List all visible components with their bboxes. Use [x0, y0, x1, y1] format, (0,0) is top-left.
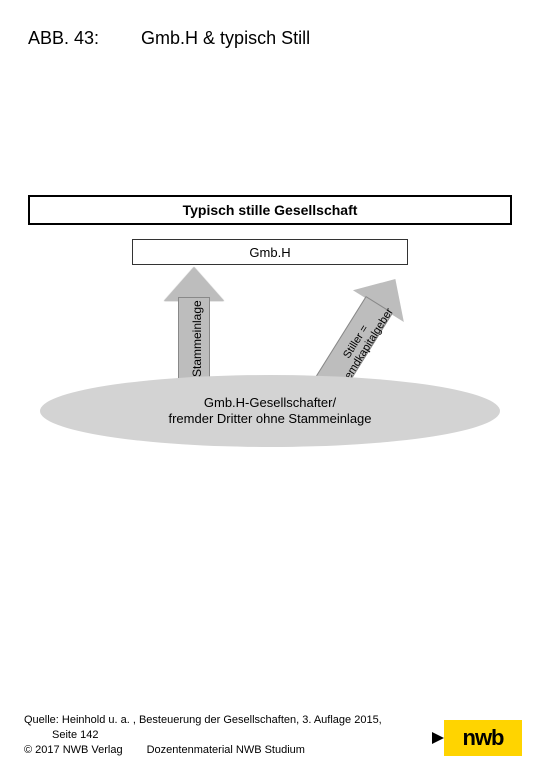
- box-top-text: Typisch stille Gesellschaft: [183, 202, 358, 218]
- nwb-logo: nwb: [444, 720, 522, 756]
- ellipse-line1: Gmb.H-Gesellschafter/: [204, 395, 336, 411]
- footer-material: Dozentenmaterial NWB Studium: [147, 743, 305, 758]
- ellipse-line2: fremder Dritter ohne Stammeinlage: [168, 411, 371, 427]
- logo-triangle-icon: [432, 732, 444, 744]
- box-gmbh-text: Gmb.H: [249, 245, 290, 260]
- arrow-head-icon: [164, 267, 224, 301]
- footer-source: Quelle: Heinhold u. a. , Besteuerung der…: [24, 713, 516, 728]
- box-typisch-stille: Typisch stille Gesellschaft: [28, 195, 512, 225]
- logo-text: nwb: [463, 725, 504, 751]
- arrow-stammeinlage-label: Stammeinlage: [190, 300, 204, 377]
- diagram-container: Typisch stille Gesellschaft Gmb.H Stamme…: [28, 195, 512, 455]
- figure-title: Gmb.H & typisch Still: [141, 28, 310, 49]
- footer-copyright: © 2017 NWB Verlag: [24, 743, 123, 758]
- page-header: ABB. 43: Gmb.H & typisch Still: [28, 28, 310, 49]
- box-gmbh: Gmb.H: [132, 239, 408, 265]
- ellipse-gesellschafter: Gmb.H-Gesellschafter/ fremder Dritter oh…: [40, 375, 500, 447]
- figure-label: ABB. 43:: [28, 28, 99, 49]
